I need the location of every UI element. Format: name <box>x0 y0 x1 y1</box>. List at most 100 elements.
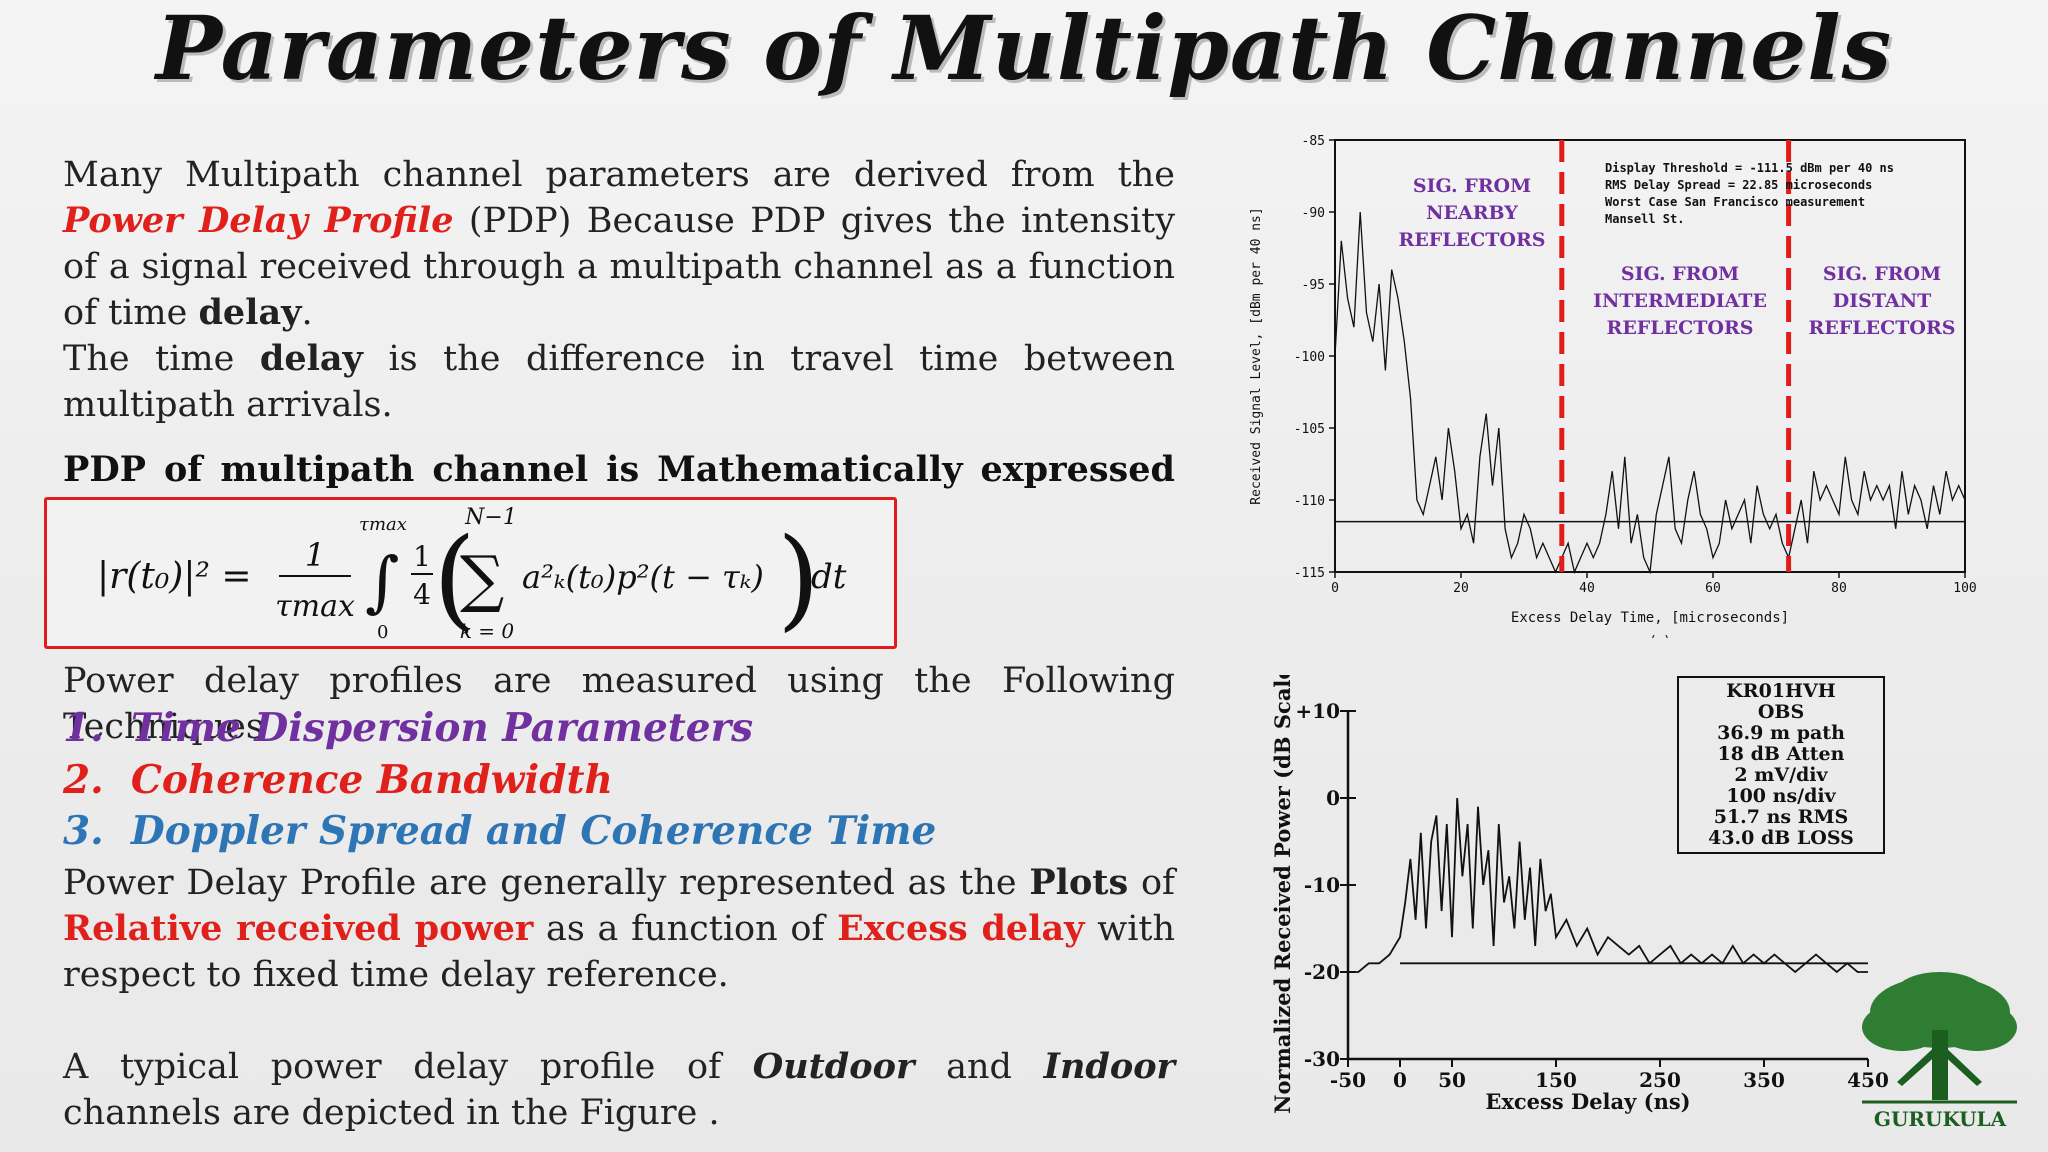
x-axis-label: Excess Delay (ns) <box>1485 1089 1690 1114</box>
plots-paragraph: Power Delay Profile are generally repres… <box>63 860 1175 998</box>
intro-paragraph: Many Multipath channel parameters are de… <box>63 152 1175 336</box>
integral-sign-icon: ∫ <box>365 543 399 620</box>
tree-icon <box>1862 972 2017 1051</box>
legend-line: OBS <box>1758 701 1804 723</box>
y-tick-label: +10 <box>1295 699 1340 723</box>
legend-line: 2 mV/div <box>1734 764 1828 786</box>
y-tick-label: -100 <box>1294 350 1325 365</box>
outdoor-text-2: and <box>914 1047 1044 1087</box>
intro-text-2: (PDP) Because PDP gives the intensity of… <box>63 201 1175 333</box>
relative-received-power-term: Relative received power <box>63 908 534 949</box>
plots-term: Plots <box>1029 862 1129 903</box>
info-line: Display Threshold = -111.5 dBm per 40 ns <box>1605 161 1894 175</box>
time-delay-term: delay <box>259 338 363 379</box>
delay-term: delay <box>198 292 302 333</box>
tree-root-right <box>1940 1042 1982 1086</box>
equation-body: a²ₖ(t₀)p²(t − τₖ) <box>522 558 764 596</box>
technique-item-1: 1. Time Dispersion Parameters <box>63 705 753 751</box>
time-delay-text-2: is the difference in travel time between… <box>63 339 1175 425</box>
technique-item-3: 3. Doppler Spread and Coherence Time <box>63 808 936 854</box>
region-label: SIG. FROM <box>1621 263 1739 285</box>
technique-label-3: Doppler Spread and Coherence Time <box>130 808 937 854</box>
tree-root-left <box>1897 1042 1940 1086</box>
sum-lower: k = 0 <box>460 619 515 643</box>
technique-num-3: 3. <box>63 808 104 854</box>
equation-lhs: |r(t₀)|² = <box>97 556 252 597</box>
x-tick-label: 0 <box>1393 1068 1407 1092</box>
info-line: Worst Case San Francisco measurement <box>1605 195 1865 209</box>
series-line <box>1348 797 1868 974</box>
technique-item-2: 2. Coherence Bandwidth <box>63 757 613 803</box>
equation-dt: dt <box>811 557 847 597</box>
time-delay-text-1: The time <box>63 339 260 379</box>
y-tick-label: -115 <box>1294 566 1325 581</box>
plots-text-1: Power Delay Profile are generally repres… <box>63 863 1030 903</box>
outdoor-text-3: channels are depicted in the Figure . <box>63 1093 720 1133</box>
x-tick-label: 60 <box>1705 581 1721 596</box>
x-tick-label: -50 <box>1330 1068 1366 1092</box>
indoor-pdp-chart: +10 0 -10 -20 -30-50 0 50 150 250 350 450 Excess De… <box>1270 675 1889 1114</box>
tree-trunk <box>1932 1030 1948 1100</box>
outdoor-text-1: A typical power delay profile of <box>63 1047 753 1087</box>
time-delay-paragraph: The time delay is the difference in trav… <box>63 336 1175 428</box>
legend-box <box>1677 676 1885 854</box>
y-tick-label: -105 <box>1294 422 1325 437</box>
intro-text-1: Many Multipath channel parameters are de… <box>63 155 1175 195</box>
technique-label-2: Coherence Bandwidth <box>130 757 613 803</box>
region-label: DISTANT <box>1833 290 1931 312</box>
indoor-term: Indoor <box>1043 1046 1175 1087</box>
legend-line: 100 ns/div <box>1726 785 1836 807</box>
left-paren-icon: ( <box>433 514 476 642</box>
x-tick-label: 100 <box>1953 581 1976 596</box>
x-tick-label: 20 <box>1453 581 1469 596</box>
info-line: RMS Delay Spread = 22.85 microseconds <box>1605 178 1872 192</box>
y-tick-label: -90 <box>1302 206 1325 221</box>
series-line <box>1334 211 1966 575</box>
equation-frac2-den: 4 <box>413 578 431 611</box>
x-axis-label: Excess Delay Time, [microseconds] <box>1511 610 1789 626</box>
technique-label-1: Time Dispersion Parameters <box>130 705 754 751</box>
equation-frac-num: 1 <box>305 536 325 574</box>
technique-num-1: 1. <box>63 705 104 751</box>
sum-sign-icon: ∑ <box>460 542 504 615</box>
sum-upper: N−1 <box>464 505 517 530</box>
plots-text-2: of <box>1128 863 1175 903</box>
y-tick-label: -30 <box>1304 1047 1340 1071</box>
y-tick-label: 0 <box>1326 786 1340 810</box>
integral-upper: τmax <box>359 514 407 535</box>
x-tick-label: 80 <box>1831 581 1847 596</box>
pdp-equation: |r(t₀)|² = 1 τmax ∫ τmax 0 1 4 ( N−1 ∑ k… <box>97 505 847 643</box>
plots-text-4: with respect to fixed time delay referen… <box>63 909 1175 995</box>
x-tick-label: 450 <box>1847 1068 1889 1092</box>
y-tick-label: -85 <box>1302 134 1325 149</box>
chart-caption: (a) <box>1650 634 1670 638</box>
region-label: NEARBY <box>1426 202 1518 224</box>
page-title: Parameters of Multipath Channels <box>155 0 1893 100</box>
region-label: REFLECTORS <box>1809 317 1956 339</box>
region-label: SIG. FROM <box>1823 263 1941 285</box>
technique-num-2: 2. <box>63 757 104 803</box>
x-tick-label: 150 <box>1535 1068 1577 1092</box>
legend-line: 43.0 dB LOSS <box>1708 827 1854 849</box>
equation-frac2-num: 1 <box>413 540 431 573</box>
x-tick-label: 250 <box>1639 1068 1681 1092</box>
y-axis-label: Normalized Received Power (dB Scale) <box>1270 675 1295 1114</box>
intro-text-3: . <box>301 293 313 333</box>
region-label: SIG. FROM <box>1413 175 1531 197</box>
excess-delay-term: Excess delay <box>837 908 1085 949</box>
region-label: REFLECTORS <box>1399 229 1546 251</box>
legend-line: 51.7 ns RMS <box>1714 806 1849 828</box>
y-tick-label: -10 <box>1304 873 1340 897</box>
gurukula-logo: GURUKULA <box>1862 972 2017 1131</box>
x-tick-label: 50 <box>1438 1068 1466 1092</box>
legend-line: 36.9 m path <box>1717 722 1845 744</box>
region-label: INTERMEDIATE <box>1593 290 1767 312</box>
y-axis-label: Received Signal Level, [dBm per 40 ns] <box>1249 207 1264 504</box>
legend-line: 18 dB Atten <box>1718 743 1845 765</box>
plots-text-3: as a function of <box>533 909 838 949</box>
legend-line: KR01HVH <box>1726 680 1835 702</box>
equation-box: |r(t₀)|² = 1 τmax ∫ τmax 0 1 4 ( N−1 ∑ k… <box>44 497 897 649</box>
info-line: Mansell St. <box>1605 212 1684 226</box>
y-tick-label: -95 <box>1302 278 1325 293</box>
x-tick-label: 40 <box>1579 581 1595 596</box>
